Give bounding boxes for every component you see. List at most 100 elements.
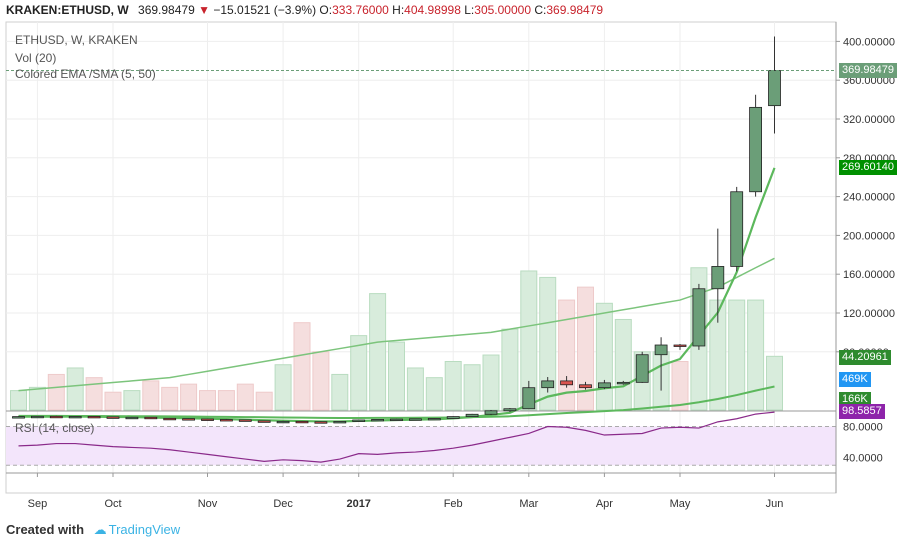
volume-bar <box>180 383 198 411</box>
volume-bar <box>199 390 216 411</box>
volume-bar <box>766 355 783 411</box>
volume-tag: 166K <box>839 392 871 407</box>
candle-body <box>408 418 422 421</box>
volume-bar <box>728 299 746 411</box>
volume-bar <box>123 390 141 411</box>
volume-bar <box>482 354 500 411</box>
footer: Created with ☁ TradingView <box>6 522 180 538</box>
candle-body <box>711 266 725 290</box>
volume-bar <box>595 302 613 411</box>
rsi-line <box>18 411 775 463</box>
volume-bar <box>331 373 349 411</box>
volume-bar <box>520 270 538 411</box>
volume-bar <box>255 391 273 411</box>
volume-bar <box>293 322 311 411</box>
volume-bar <box>614 318 632 411</box>
symbol-label: KRAKEN:ETHUSD, W <box>6 3 129 17</box>
volume-bar <box>28 386 46 411</box>
candle-body <box>68 416 82 419</box>
sma-price-tag: 44.20961 <box>839 350 891 365</box>
x-tick-label: Mar <box>519 498 538 510</box>
volume-bar <box>350 335 368 411</box>
candle-body <box>182 418 196 421</box>
candle-body <box>446 416 460 419</box>
candle-body <box>427 418 441 421</box>
x-tick-label: May <box>670 498 691 510</box>
candle-body <box>654 344 668 356</box>
candle-body <box>144 416 158 420</box>
tradingview-logo-icon[interactable]: ☁ <box>93 522 107 537</box>
candle-body <box>333 421 347 424</box>
volume-bar <box>539 276 557 411</box>
volume-bar <box>671 361 689 411</box>
price-tick-label: 400.00000 <box>843 36 895 48</box>
volume-bar <box>369 293 387 411</box>
candle-body <box>201 418 214 421</box>
volume-ma-line <box>18 257 775 392</box>
price-tick-label: 120.00000 <box>843 308 895 320</box>
candle-body <box>541 380 555 389</box>
candle-body <box>560 380 573 386</box>
candle-body <box>106 416 120 419</box>
candle-body <box>503 408 517 412</box>
x-tick-label: Apr <box>596 498 613 510</box>
volume-bar <box>425 377 443 411</box>
volume-bar <box>501 328 519 411</box>
open-value: 333.76000 <box>332 3 389 17</box>
volume-bar <box>463 364 481 411</box>
last-price: 369.98479 <box>138 3 195 17</box>
candle-body <box>87 416 101 419</box>
candle-body <box>730 191 744 267</box>
close-value: 369.98479 <box>546 3 604 17</box>
candle-body <box>673 344 687 347</box>
plot-frame <box>5 21 837 494</box>
legend-rsi: RSI (14, close) <box>15 421 95 435</box>
candle-body <box>276 420 290 424</box>
volume-bar <box>312 351 330 411</box>
candle-body <box>390 418 403 422</box>
candle-body <box>484 410 498 415</box>
volume-bar <box>406 367 424 411</box>
x-tick-label: Dec <box>273 498 293 510</box>
last-price-tag: 369.98479 <box>839 62 897 78</box>
legend-volume: Vol (20) <box>15 51 57 65</box>
candle-body <box>579 384 592 389</box>
low-value: 305.00000 <box>474 3 531 17</box>
volume-bar <box>47 373 65 411</box>
candle-body <box>635 354 649 383</box>
volume-bar <box>85 377 103 411</box>
volume-bar <box>104 391 122 411</box>
candle-body <box>465 413 479 417</box>
price-tick-label: 160.00000 <box>843 269 895 281</box>
candle-body <box>30 415 44 419</box>
volume-bar <box>66 367 84 411</box>
volume-ma-tag: 469K <box>839 372 871 387</box>
down-arrow-icon: ▼ <box>198 3 210 17</box>
price-tick-label: 240.00000 <box>843 192 895 204</box>
rsi-tag: 98.5857 <box>839 404 885 420</box>
candle-body <box>219 419 233 422</box>
legend-ema-sma: Colored EMA /SMA (5, 50) <box>15 67 156 81</box>
candle-body <box>371 419 385 422</box>
chart-header: KRAKEN:ETHUSD, W 369.98479 ▼ −15.01521 (… <box>6 3 603 17</box>
volume-bar <box>217 390 235 411</box>
price-change: −15.01521 (−3.9%) <box>213 3 317 17</box>
volume-bar <box>388 341 405 411</box>
price-tick-label: 200.00000 <box>843 230 895 242</box>
rsi-band <box>6 426 836 466</box>
volume-bar <box>10 390 27 411</box>
candle-body <box>768 70 781 107</box>
footer-brand[interactable]: TradingView <box>108 522 181 537</box>
high-label: H: <box>392 3 405 17</box>
close-label: C: <box>534 3 547 17</box>
candle-body <box>238 419 252 422</box>
volume-bar <box>236 383 254 411</box>
x-tick-label: Oct <box>104 498 121 510</box>
ema-price-tag: 269.60140 <box>839 159 897 175</box>
legend-symbol: ETHUSD, W, KRAKEN <box>15 33 138 47</box>
volume-bar <box>577 286 594 411</box>
candle-body <box>257 420 271 423</box>
x-tick-label: Nov <box>198 498 218 510</box>
candle-body <box>616 381 630 385</box>
